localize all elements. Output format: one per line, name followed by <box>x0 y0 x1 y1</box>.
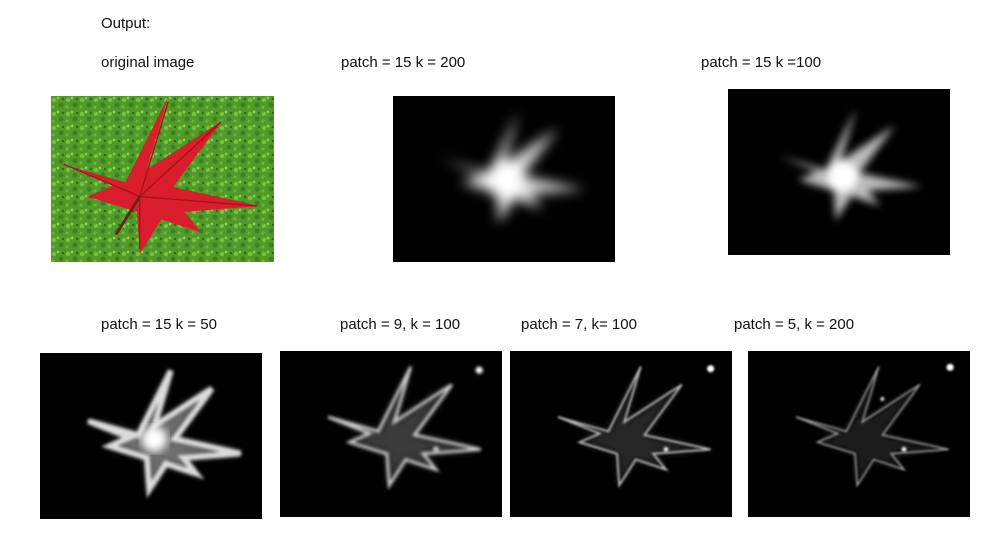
saliency-map-patch7-k100 <box>510 351 732 517</box>
saliency-map-patch15-k200 <box>393 96 615 262</box>
label-original-image: original image <box>101 54 194 72</box>
label-patch15-k100: patch = 15 k =100 <box>701 54 821 72</box>
label-patch15-k200: patch = 15 k = 200 <box>341 54 465 72</box>
saliency-map-patch5-k200 <box>748 351 970 517</box>
label-patch5-k200: patch = 5, k = 200 <box>734 316 854 334</box>
output-heading: Output: <box>101 15 150 33</box>
original-leaf-image <box>51 96 274 262</box>
label-patch15-k50: patch = 15 k = 50 <box>101 316 217 334</box>
saliency-map-patch15-k100 <box>728 89 950 255</box>
label-patch9-k100: patch = 9, k = 100 <box>340 316 460 334</box>
saliency-map-patch9-k100 <box>280 351 502 517</box>
saliency-map-patch15-k50 <box>40 353 262 519</box>
label-patch7-k100: patch = 7, k= 100 <box>521 316 637 334</box>
